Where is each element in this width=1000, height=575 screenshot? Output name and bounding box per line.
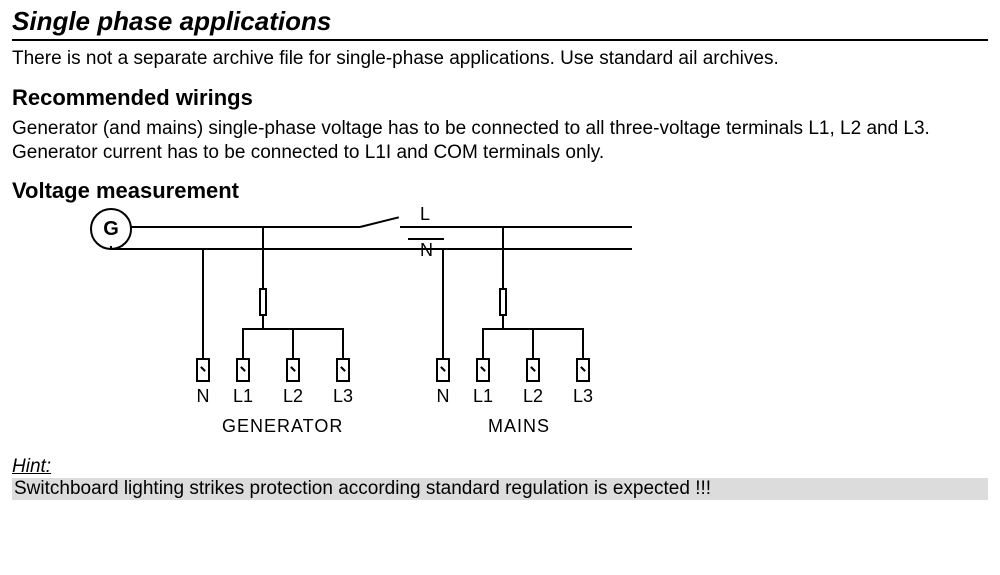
mains-label-l3: L3 [573, 386, 593, 407]
mains-label-l2: L2 [523, 386, 543, 407]
gen-terminal-n [196, 358, 210, 382]
mains-terminal-l3 [576, 358, 590, 382]
label-l: L [420, 204, 430, 225]
intro-text: There is not a separate archive file for… [12, 47, 988, 71]
mains-terminal-l2 [526, 358, 540, 382]
mains-fuse [499, 288, 507, 316]
label-n: N [420, 240, 433, 261]
gen-terminal-l1 [236, 358, 250, 382]
group-label-mains: MAINS [488, 416, 550, 437]
gen-l-drop2 [262, 316, 264, 328]
mains-terminal-l1 [476, 358, 490, 382]
gen-l1-drop [242, 328, 244, 358]
gen-fuse [259, 288, 267, 316]
section-recommended-wirings-heading: Recommended wirings [12, 85, 988, 111]
generator-symbol: G [90, 208, 132, 250]
mains-l-drop [502, 226, 504, 288]
hint-text: Switchboard lighting strikes protection … [12, 478, 988, 500]
mains-terminal-n [436, 358, 450, 382]
mains-l2-drop [532, 328, 534, 358]
n-line [110, 248, 632, 250]
l-line-right [400, 226, 632, 228]
gen-l2-drop [292, 328, 294, 358]
wiring-diagram: G L N N L1 L2 [72, 208, 712, 448]
gen-terminal-l2 [286, 358, 300, 382]
l-line-left [130, 226, 360, 228]
gen-label-l3: L3 [333, 386, 353, 407]
gen-terminal-l3 [336, 358, 350, 382]
gen-label-l1: L1 [233, 386, 253, 407]
gen-label-n: N [197, 386, 210, 407]
gen-l-drop [262, 226, 264, 288]
hint-label: Hint: [12, 456, 988, 478]
mains-l-drop2 [502, 316, 504, 328]
section-voltage-measurement-heading: Voltage measurement [12, 178, 988, 204]
group-label-generator: GENERATOR [222, 416, 343, 437]
gen-n-drop [202, 248, 204, 358]
page-title: Single phase applications [12, 6, 988, 41]
mains-n-drop [442, 248, 444, 358]
mains-l3-drop [582, 328, 584, 358]
mains-label-l1: L1 [473, 386, 493, 407]
switch-symbol [360, 216, 400, 228]
section-recommended-wirings-body: Generator (and mains) single-phase volta… [12, 117, 988, 165]
mains-l1-drop [482, 328, 484, 358]
gen-n-tail [110, 246, 112, 250]
mains-label-n: N [437, 386, 450, 407]
gen-label-l2: L2 [283, 386, 303, 407]
gen-l3-drop [342, 328, 344, 358]
